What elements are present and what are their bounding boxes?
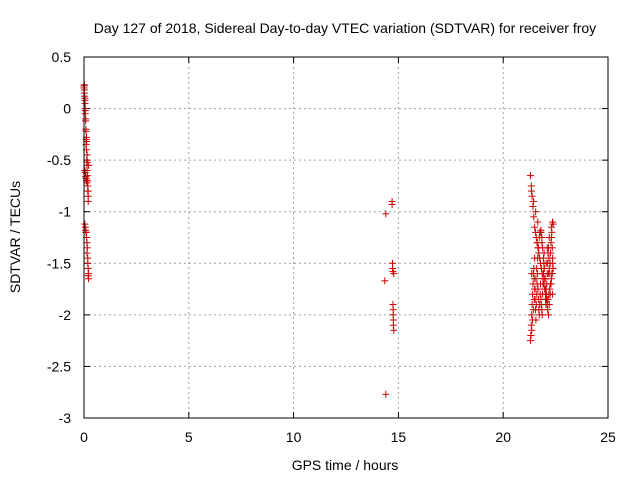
data-point: [528, 311, 536, 319]
data-point: [541, 275, 549, 283]
data-point: [390, 326, 398, 334]
plot-frame: [83, 56, 609, 419]
data-point: [529, 203, 537, 211]
y-tick-label: -0.5: [47, 152, 71, 168]
data-point: [533, 239, 541, 247]
y-tick-label: 0.5: [52, 49, 72, 65]
data-point: [537, 228, 545, 236]
data-point: [83, 151, 91, 159]
data-point: [390, 270, 398, 278]
data-point: [528, 192, 536, 200]
data-point: [546, 280, 554, 288]
data-point: [548, 290, 556, 298]
data-point: [381, 277, 389, 285]
data-point: [84, 259, 92, 267]
data-point: [83, 249, 91, 257]
data-point: [530, 295, 538, 303]
data-point: [81, 107, 89, 115]
data-point: [85, 275, 93, 283]
data-point: [530, 197, 538, 205]
data-point: [531, 223, 539, 231]
data-point: [528, 326, 536, 334]
data-point: [382, 210, 390, 218]
data-point: [538, 311, 546, 319]
data-point: [529, 316, 537, 324]
x-tick-label: 15: [391, 429, 407, 445]
y-tick-label: -3: [59, 410, 72, 426]
y-axis-label: SDTVAR / TECUs: [7, 181, 23, 293]
chart-title: Day 127 of 2018, Sidereal Day-to-day VTE…: [94, 20, 596, 36]
data-point: [527, 331, 535, 339]
data-point: [527, 187, 535, 195]
data-point: [531, 254, 539, 262]
data-point: [547, 249, 555, 257]
data-point: [544, 311, 552, 319]
data-point: [81, 96, 89, 104]
data-point: [544, 306, 552, 314]
data-point: [544, 270, 552, 278]
data-point: [540, 249, 548, 257]
data-point: [545, 301, 553, 309]
data-point: [85, 161, 93, 169]
data-point: [540, 280, 548, 288]
data-point: [84, 192, 92, 200]
data-point: [543, 244, 551, 252]
x-tick-label: 10: [286, 429, 302, 445]
y-tick-label: 0: [63, 101, 71, 117]
data-point: [82, 117, 90, 125]
data-point: [526, 172, 534, 180]
data-point: [382, 390, 390, 398]
data-point: [532, 208, 540, 216]
points-layer: [80, 81, 557, 398]
data-point: [540, 264, 548, 272]
data-point: [83, 158, 91, 166]
data-point: [533, 264, 541, 272]
data-point: [549, 220, 557, 228]
data-point: [542, 285, 550, 293]
data-point: [529, 306, 537, 314]
x-axis-label: GPS time / hours: [292, 457, 399, 473]
data-point: [528, 270, 536, 278]
x-tick-label: 20: [495, 429, 511, 445]
data-point: [532, 275, 540, 283]
x-tick-label: 5: [185, 429, 193, 445]
x-tick-label: 25: [600, 429, 616, 445]
data-point: [543, 295, 551, 303]
data-point: [539, 254, 547, 262]
y-tick-label: -1: [59, 204, 72, 220]
grid-layer: [84, 57, 608, 418]
y-tick-label: -1.5: [47, 255, 71, 271]
data-point: [545, 234, 553, 241]
data-point: [83, 179, 91, 187]
data-point: [542, 259, 550, 267]
axis-layer: 0 5 10 15 20 25 -3 -2.5 -2 -1.5 -1 -0.5 0 0.5: [47, 49, 616, 445]
x-tick-label: 0: [80, 429, 88, 445]
data-point: [547, 223, 555, 231]
data-point: [534, 218, 542, 226]
data-point: [388, 200, 396, 208]
data-point: [538, 270, 546, 278]
y-tick-label: -2: [59, 307, 72, 323]
data-point: [530, 213, 538, 221]
data-point: [549, 259, 557, 267]
y-tick-label: -2.5: [47, 358, 71, 374]
data-point: [531, 285, 539, 293]
